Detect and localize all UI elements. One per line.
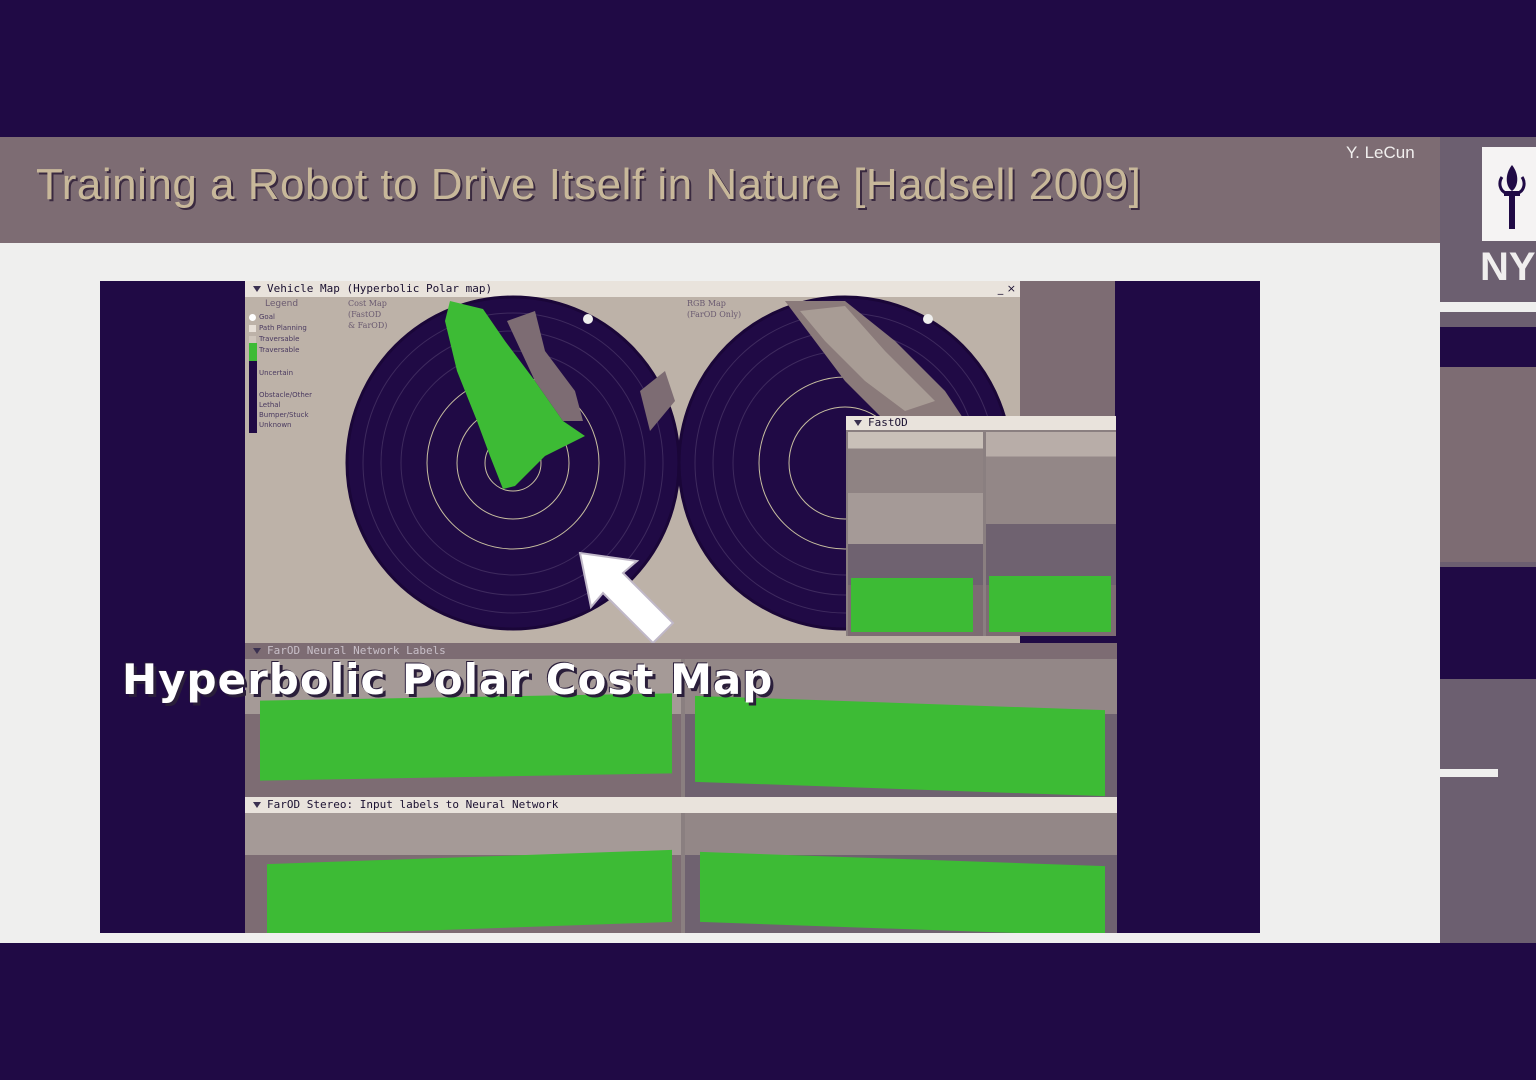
figure-screenshot: Vehicle Map (Hyperbolic Polar map) _ × L…	[100, 281, 1260, 933]
overlay-caption: Hyperbolic Polar Cost Map	[122, 655, 774, 704]
pointer-arrow	[578, 551, 675, 643]
adjacent-slide-block	[1440, 769, 1498, 777]
collapse-arrow-icon[interactable]	[854, 420, 862, 426]
traversable-region	[989, 576, 1111, 632]
rgb-map-label: RGB Map	[687, 299, 726, 308]
legend-swatch	[249, 335, 256, 343]
adjacent-slide-block	[1440, 567, 1536, 679]
legend-item: Goal	[249, 313, 275, 321]
author-label: Y. LeCun	[1346, 143, 1415, 162]
cost-map-label: & FarOD)	[348, 321, 388, 330]
torch-icon	[1498, 165, 1526, 229]
fastod-window: FastOD	[846, 416, 1116, 636]
traversable-region	[267, 849, 672, 933]
legend-item: Path Planning	[249, 324, 307, 332]
cost-map-disc	[345, 295, 681, 631]
slide-title: Training a Robot to Drive Itself in Natu…	[36, 160, 1142, 209]
traversable-region	[260, 693, 672, 781]
legend-title: Legend	[265, 299, 299, 309]
side-panel: NY	[1440, 137, 1536, 943]
legend-colorbar	[249, 343, 257, 433]
legend-item: Traversable	[249, 335, 299, 343]
nyu-logo-text: NY	[1480, 245, 1536, 289]
adjacent-slide-block	[1440, 327, 1536, 367]
legend-swatch	[249, 313, 256, 321]
collapse-arrow-icon[interactable]	[253, 802, 261, 808]
background-strip	[1020, 281, 1115, 416]
adjacent-slide-block	[1440, 302, 1536, 312]
rgb-map-label: (FarOD Only)	[687, 310, 742, 319]
network-labels-title: FarOD Neural Network Labels	[267, 644, 446, 657]
legend-swatch	[249, 324, 256, 332]
traversable-region	[695, 695, 1105, 797]
collapse-arrow-icon[interactable]	[253, 648, 261, 654]
window-controls[interactable]: _ ×	[997, 282, 1016, 295]
stereo-titlebar: FarOD Stereo: Input labels to Neural Net…	[245, 797, 1117, 813]
stereo-window: FarOD Stereo: Input labels to Neural Net…	[245, 797, 1117, 933]
vehicle-map-title: Vehicle Map (Hyperbolic Polar map)	[267, 282, 493, 295]
network-labels-window: FarOD Neural Network Labels	[245, 643, 1117, 797]
slide-header	[0, 137, 1440, 243]
network-labels-titlebar: FarOD Neural Network Labels	[245, 643, 1117, 659]
adjacent-slide-block	[1440, 367, 1536, 562]
collapse-arrow-icon[interactable]	[253, 286, 261, 292]
fastod-titlebar: FastOD	[846, 416, 1116, 430]
fastod-title: FastOD	[868, 416, 908, 429]
vehicle-map-titlebar: Vehicle Map (Hyperbolic Polar map)	[245, 281, 1020, 297]
traversable-region	[700, 851, 1105, 933]
nyu-logo	[1482, 147, 1536, 241]
traversable-region	[851, 578, 973, 632]
cost-map-label: (FastOD	[348, 310, 382, 319]
stereo-title: FarOD Stereo: Input labels to Neural Net…	[267, 798, 559, 811]
cost-map-label: Cost Map	[348, 299, 387, 308]
